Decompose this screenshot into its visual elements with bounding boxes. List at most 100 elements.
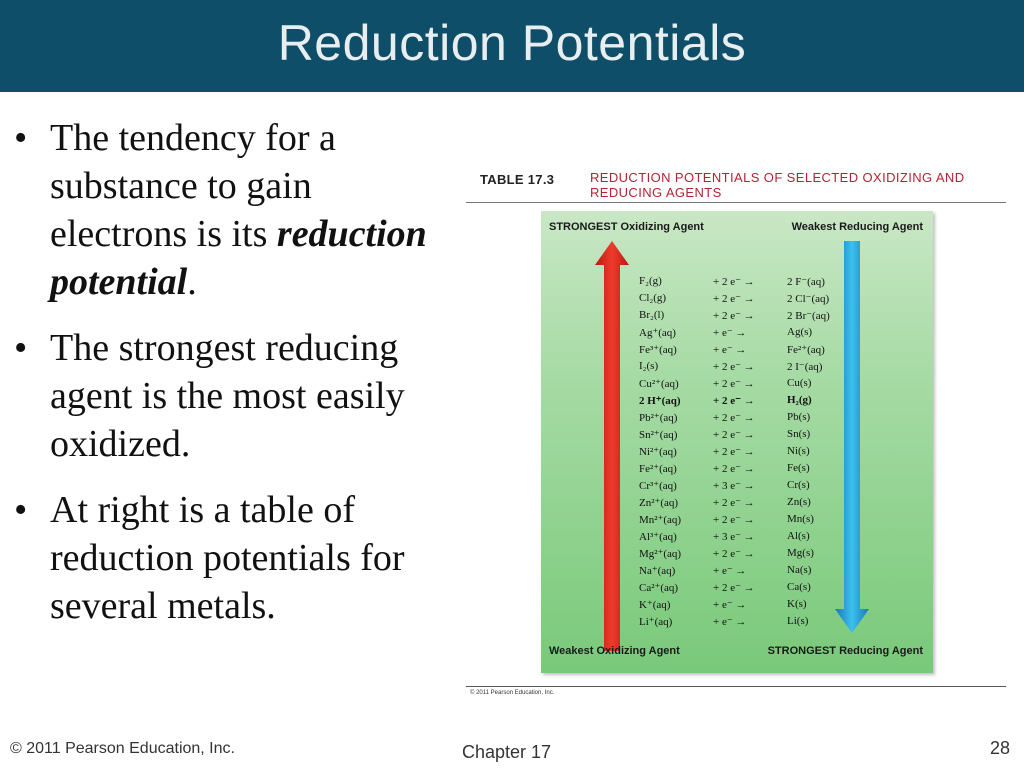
- electrons-gained: + 2 e⁻ →: [713, 497, 755, 509]
- electrons-gained: + 2 e⁻ →: [713, 361, 755, 373]
- bullet-icon: •: [14, 489, 28, 531]
- reduced-species: K(s): [787, 598, 807, 610]
- electrons-gained: + e⁻ →: [713, 344, 747, 356]
- bullet-text: The tendency for a substance to gain ele…: [50, 117, 336, 255]
- half-reaction-row: Al³⁺(aq) + 3 e⁻ → Al(s): [541, 530, 933, 547]
- footer-page-number: 28: [990, 738, 1011, 758]
- figure-copyright: © 2011 Pearson Education, Inc.: [470, 690, 555, 696]
- oxidized-species: Cl₂(g): [639, 292, 667, 304]
- oxidized-species: Mg²⁺(aq): [639, 548, 682, 560]
- half-reaction-row: Cr³⁺(aq) + 3 e⁻ → Cr(s): [541, 479, 933, 496]
- reduced-species: Mn(s): [787, 513, 814, 525]
- half-reaction-row: Ca²⁺(aq) + 2 e⁻ → Ca(s): [541, 581, 933, 598]
- title-bar: Reduction Potentials: [0, 0, 1024, 92]
- oxidized-species: Sn²⁺(aq): [639, 429, 678, 441]
- half-reaction-row: Sn²⁺(aq) + 2 e⁻ → Sn(s): [541, 428, 933, 445]
- half-reaction-row: F₂(g) + 2 e⁻ → 2 F⁻(aq): [541, 275, 933, 292]
- oxidized-species: Al³⁺(aq): [639, 531, 677, 543]
- half-reaction-row: Fe²⁺(aq) + 2 e⁻ → Fe(s): [541, 462, 933, 479]
- reduced-species: Ag(s): [787, 326, 813, 338]
- table-panel: STRONGEST Oxidizing Agent Weakest Reduci…: [541, 211, 933, 673]
- half-reaction-row: Cu²⁺(aq) + 2 e⁻ → Cu(s): [541, 377, 933, 394]
- electrons-gained: + 2 e⁻ →: [713, 514, 755, 526]
- electrons-gained: + e⁻ →: [713, 565, 747, 577]
- arrow-up-icon: [595, 241, 629, 651]
- electrons-gained: + 2 e⁻ →: [713, 378, 755, 390]
- reduced-species: Ni(s): [787, 445, 810, 457]
- electrons-gained: + e⁻ →: [713, 327, 747, 339]
- bullet-icon: •: [14, 117, 28, 159]
- half-reaction-row: Fe³⁺(aq) + e⁻ → Fe²⁺(aq): [541, 343, 933, 360]
- table-bottom-rule: [466, 686, 1006, 687]
- reduced-species: 2 F⁻(aq): [787, 276, 825, 288]
- electrons-gained: + 3 e⁻ →: [713, 480, 755, 492]
- electrons-gained: + 2 e⁻ →: [713, 582, 755, 594]
- table-header: TABLE 17.3 REDUCTION POTENTIALS OF SELEC…: [466, 162, 1006, 203]
- electrons-gained: + 2 e⁻ →: [713, 276, 755, 288]
- electrons-gained: + 2 e⁻ →: [713, 412, 755, 424]
- reduced-species: Zn(s): [787, 496, 811, 508]
- slide-title: Reduction Potentials: [277, 15, 747, 71]
- reduced-species: Sn(s): [787, 428, 811, 440]
- oxidized-species: Pb²⁺(aq): [639, 412, 678, 424]
- reduced-species: Na(s): [787, 564, 812, 576]
- footer-chapter: Chapter 17: [462, 742, 552, 762]
- reduction-potentials-figure: TABLE 17.3 REDUCTION POTENTIALS OF SELEC…: [466, 162, 1006, 702]
- bullet-icon: •: [14, 327, 28, 369]
- reduced-species: Pb(s): [787, 411, 811, 423]
- bullet-list: • The tendency for a substance to gain el…: [14, 114, 434, 648]
- strongest-reducing-label: STRONGEST Reducing Agent: [767, 645, 923, 657]
- bullet-item: • The strongest reducing agent is the mos…: [14, 324, 434, 468]
- bullet-emphasis: reduction potential: [50, 213, 427, 303]
- arrow-down-icon: [835, 241, 869, 633]
- table-number: TABLE 17.3: [480, 172, 555, 187]
- half-reaction-row: K⁺(aq) + e⁻ → K(s): [541, 598, 933, 615]
- oxidized-species: Na⁺(aq): [639, 565, 676, 577]
- electrons-gained: + 2 e⁻ →: [713, 395, 755, 407]
- reduced-species: 2 I⁻(aq): [787, 361, 823, 373]
- reduced-species: H₂(g): [787, 394, 812, 406]
- oxidized-species: Fe³⁺(aq): [639, 344, 677, 356]
- reduced-species: Cu(s): [787, 377, 812, 389]
- weakest-reducing-label: Weakest Reducing Agent: [791, 221, 923, 233]
- bullet-text: The strongest reducing agent is the most…: [50, 327, 405, 465]
- footer-copyright: © 2011 Pearson Education, Inc.: [10, 740, 235, 757]
- electrons-gained: + 3 e⁻ →: [713, 531, 755, 543]
- reduced-species: 2 Br⁻(aq): [787, 310, 830, 322]
- reduced-species: 2 Cl⁻(aq): [787, 293, 830, 305]
- bullet-text: At right is a table of reduction potenti…: [50, 489, 405, 627]
- oxidized-species: Cu²⁺(aq): [639, 378, 679, 390]
- oxidized-species: Mn²⁺(aq): [639, 514, 682, 526]
- half-reaction-row: Na⁺(aq) + e⁻ → Na(s): [541, 564, 933, 581]
- reduced-species: Ca(s): [787, 581, 811, 593]
- oxidized-species: F₂(g): [639, 275, 662, 287]
- oxidized-species: I₂(s): [639, 360, 659, 372]
- oxidized-species: Cr³⁺(aq): [639, 480, 677, 492]
- half-reaction-row: Mn²⁺(aq) + 2 e⁻ → Mn(s): [541, 513, 933, 530]
- oxidized-species: 2 H⁺(aq): [639, 395, 681, 407]
- reduced-species: Fe(s): [787, 462, 810, 474]
- reduced-species: Mg(s): [787, 547, 814, 559]
- oxidized-species: Ni²⁺(aq): [639, 446, 677, 458]
- bullet-item: • At right is a table of reduction potent…: [14, 486, 434, 630]
- reduced-species: Cr(s): [787, 479, 810, 491]
- oxidized-species: Fe²⁺(aq): [639, 463, 677, 475]
- half-reaction-row: Br₂(l) + 2 e⁻ → 2 Br⁻(aq): [541, 309, 933, 326]
- electrons-gained: + 2 e⁻ →: [713, 293, 755, 305]
- oxidized-species: Br₂(l): [639, 309, 665, 321]
- electrons-gained: + e⁻ →: [713, 599, 747, 611]
- oxidized-species: Ag⁺(aq): [639, 327, 676, 339]
- bullet-suffix: .: [187, 261, 197, 303]
- strongest-oxidizing-label: STRONGEST Oxidizing Agent: [549, 221, 704, 233]
- oxidized-species: Ca²⁺(aq): [639, 582, 679, 594]
- reduced-species: Fe²⁺(aq): [787, 344, 825, 356]
- table-caption: REDUCTION POTENTIALS OF SELECTED OXIDIZI…: [590, 170, 965, 200]
- half-reaction-row: Pb²⁺(aq) + 2 e⁻ → Pb(s): [541, 411, 933, 428]
- half-reaction-row: Ni²⁺(aq) + 2 e⁻ → Ni(s): [541, 445, 933, 462]
- oxidized-species: Zn²⁺(aq): [639, 497, 679, 509]
- half-reaction-row: Zn²⁺(aq) + 2 e⁻ → Zn(s): [541, 496, 933, 513]
- electrons-gained: + 2 e⁻ →: [713, 310, 755, 322]
- electrons-gained: + 2 e⁻ →: [713, 463, 755, 475]
- electrons-gained: + 2 e⁻ →: [713, 446, 755, 458]
- electrons-gained: + 2 e⁻ →: [713, 548, 755, 560]
